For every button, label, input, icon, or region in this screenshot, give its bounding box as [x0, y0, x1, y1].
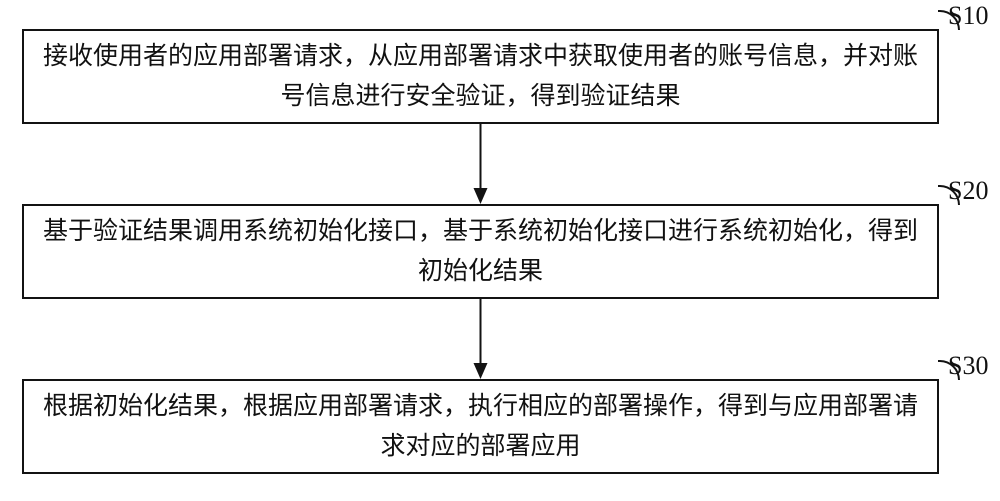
flow-step-text: 基于验证结果调用系统初始化接口，基于系统初始化接口进行系统初始化，得到初始化结果 — [42, 212, 919, 292]
flow-step-text: 接收使用者的应用部署请求，从应用部署请求中获取使用者的账号信息，并对账号信息进行… — [42, 37, 919, 117]
flow-step-text: 根据初始化结果，根据应用部署请求，执行相应的部署操作，得到与应用部署请求对应的部… — [42, 387, 919, 467]
flow-arrow-head — [474, 188, 488, 204]
flowchart-canvas: 接收使用者的应用部署请求，从应用部署请求中获取使用者的账号信息，并对账号信息进行… — [0, 0, 1000, 501]
flow-step-s30: 根据初始化结果，根据应用部署请求，执行相应的部署操作，得到与应用部署请求对应的部… — [22, 379, 939, 474]
flow-arrow-head — [474, 363, 488, 379]
flow-step-s10: 接收使用者的应用部署请求，从应用部署请求中获取使用者的账号信息，并对账号信息进行… — [22, 29, 939, 124]
flow-step-s20: 基于验证结果调用系统初始化接口，基于系统初始化接口进行系统初始化，得到初始化结果 — [22, 204, 939, 299]
